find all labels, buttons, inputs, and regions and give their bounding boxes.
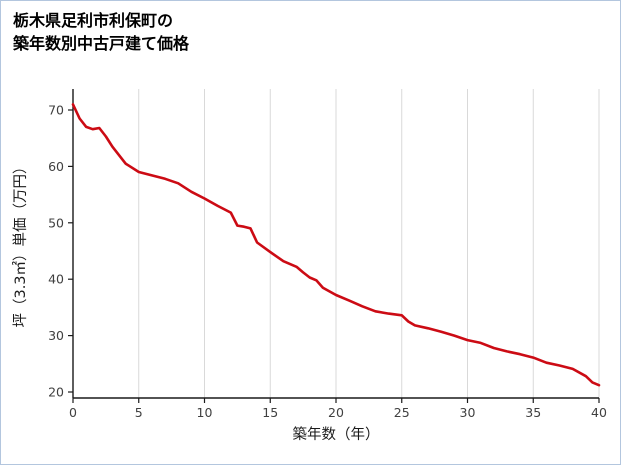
x-tick-label: 40 <box>591 405 607 420</box>
y-tick-label: 60 <box>48 159 64 174</box>
price-line <box>71 103 601 387</box>
x-tick-label: 10 <box>197 405 213 420</box>
y-axis-label: 坪（3.3㎡）単価（万円） <box>12 159 29 327</box>
y-tick-label: 70 <box>48 103 64 118</box>
x-tick-label: 0 <box>69 405 77 420</box>
x-tick-label: 15 <box>262 405 278 420</box>
x-tick-label: 20 <box>328 405 344 420</box>
x-tick-label: 35 <box>525 405 541 420</box>
chart-title-line2: 築年数別中古戸建て価格 <box>13 34 190 54</box>
x-tick-label: 5 <box>135 405 143 420</box>
y-tick-label: 30 <box>48 328 64 343</box>
y-tick-label: 20 <box>48 385 64 400</box>
x-tick-label: 25 <box>394 405 410 420</box>
chart-title: 栃木県足利市利保町の 築年数別中古戸建て価格 <box>13 9 189 55</box>
y-tick-label: 50 <box>48 215 64 230</box>
x-axis-label: 築年数（年） <box>293 425 380 443</box>
y-tick-label: 40 <box>48 272 64 287</box>
x-tick-label: 30 <box>460 405 476 420</box>
chart-title-line1: 栃木県足利市利保町の <box>13 11 174 30</box>
